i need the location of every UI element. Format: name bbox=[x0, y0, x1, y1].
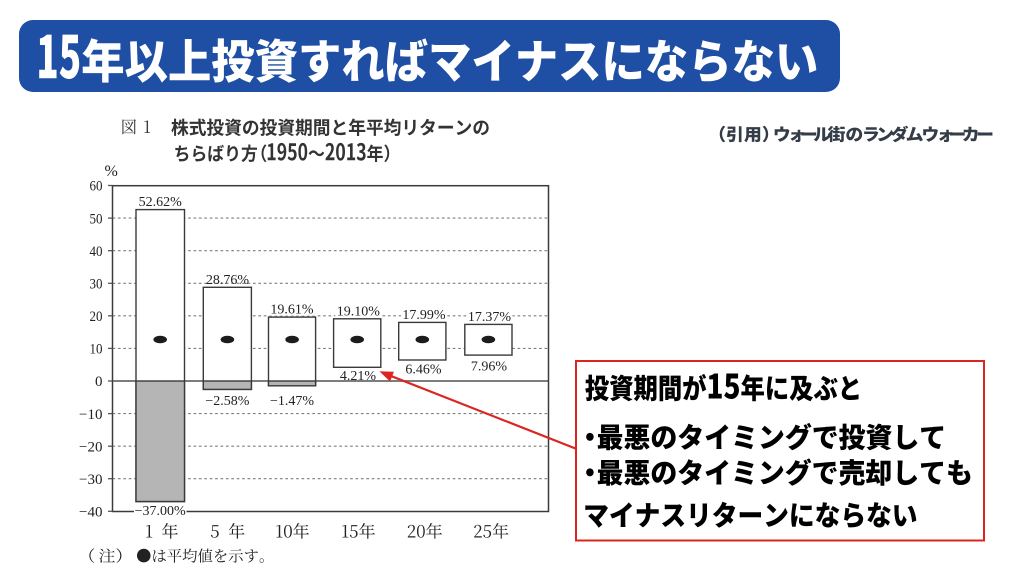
svg-text:6.46%: 6.46% bbox=[405, 362, 442, 377]
svg-text:28.76%: 28.76% bbox=[206, 273, 250, 288]
svg-text:40: 40 bbox=[90, 244, 103, 260]
svg-text:−2.58%: −2.58% bbox=[205, 394, 249, 409]
svg-text:50: 50 bbox=[90, 211, 103, 227]
svg-text:20: 20 bbox=[90, 309, 103, 325]
svg-text:0: 0 bbox=[95, 374, 103, 390]
svg-text:19.61%: 19.61% bbox=[270, 303, 314, 318]
svg-text:−20: −20 bbox=[79, 439, 102, 455]
svg-text:17.37%: 17.37% bbox=[468, 310, 512, 325]
svg-text:19.10%: 19.10% bbox=[337, 304, 381, 319]
svg-text:30: 30 bbox=[90, 277, 103, 293]
svg-text:%: % bbox=[105, 163, 118, 180]
svg-text:−37.00%: −37.00% bbox=[135, 504, 186, 519]
svg-text:4.21%: 4.21% bbox=[340, 369, 377, 384]
svg-text:52.62%: 52.62% bbox=[139, 195, 183, 210]
svg-text:7.96%: 7.96% bbox=[471, 359, 508, 374]
svg-text:−40: −40 bbox=[79, 505, 102, 521]
svg-text:17.99%: 17.99% bbox=[402, 308, 446, 323]
svg-text:60: 60 bbox=[90, 179, 103, 195]
svg-text:10: 10 bbox=[90, 342, 103, 358]
svg-text:−30: −30 bbox=[79, 472, 102, 488]
svg-text:−1.47%: −1.47% bbox=[270, 394, 314, 409]
svg-text:−10: −10 bbox=[79, 407, 102, 423]
